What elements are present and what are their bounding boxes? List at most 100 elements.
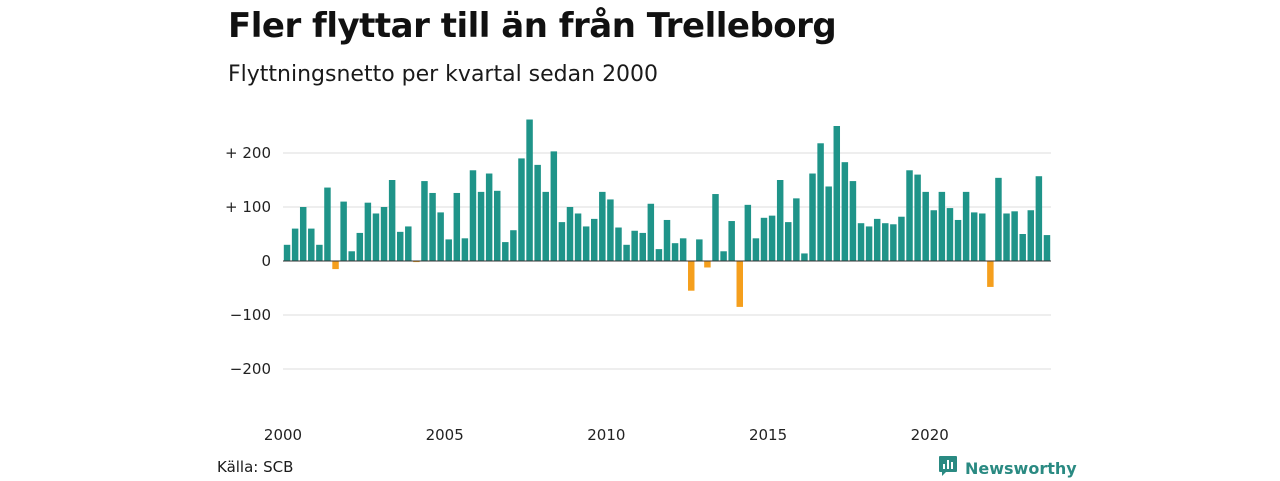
bar <box>574 213 582 261</box>
chart-title: Fler flyttar till än från Trelleborg <box>228 6 837 46</box>
bar <box>801 253 808 261</box>
bar <box>324 187 331 261</box>
bar <box>550 151 558 261</box>
bar <box>882 223 889 261</box>
bar <box>776 180 784 261</box>
x-tick-label: 2005 <box>426 426 464 444</box>
bar <box>1003 213 1010 261</box>
bar <box>890 224 897 261</box>
bar <box>1043 235 1051 261</box>
bar <box>356 232 364 261</box>
bar <box>639 232 646 261</box>
bar <box>445 239 452 261</box>
bar <box>607 199 614 261</box>
bar <box>785 222 792 261</box>
bar <box>696 239 703 261</box>
bar <box>526 119 533 262</box>
bar <box>930 210 938 261</box>
bar <box>793 198 800 261</box>
bar <box>954 219 962 261</box>
bar <box>1019 234 1026 261</box>
bar <box>599 191 606 261</box>
bar <box>461 238 469 261</box>
bar <box>809 173 816 261</box>
bar <box>308 228 315 261</box>
bar <box>768 215 776 261</box>
bar <box>510 230 517 261</box>
bar <box>469 170 477 261</box>
bar <box>283 244 291 261</box>
bar <box>413 261 420 263</box>
bar <box>534 164 541 261</box>
bar <box>679 238 687 261</box>
bar <box>688 261 695 291</box>
bar <box>453 192 461 261</box>
bar <box>728 221 735 261</box>
x-tick-label: 2000 <box>264 426 302 444</box>
bar <box>348 251 355 261</box>
x-tick-label: 2010 <box>587 426 625 444</box>
bar <box>849 181 857 261</box>
bar <box>372 213 380 261</box>
bar <box>485 173 493 261</box>
bar <box>736 261 743 307</box>
chart-subtitle: Flyttningsnetto per kvartal sedan 2000 <box>228 62 659 87</box>
x-tick-label: 2020 <box>911 426 949 444</box>
bar <box>647 203 655 261</box>
bar <box>825 186 832 261</box>
bar <box>396 231 404 261</box>
bar <box>833 126 841 261</box>
bar <box>898 216 905 261</box>
bar <box>364 202 372 261</box>
bar <box>865 226 873 261</box>
bar <box>591 218 598 261</box>
bar <box>566 207 574 261</box>
bar <box>518 158 525 261</box>
bar <box>712 194 719 261</box>
bar <box>299 207 307 261</box>
bar <box>914 174 921 261</box>
newsworthy-icon <box>938 455 958 481</box>
bar <box>671 243 679 261</box>
y-tick-label: + 200 <box>225 144 271 162</box>
bar <box>906 170 913 261</box>
bar <box>987 261 994 287</box>
bar <box>744 204 752 261</box>
bar <box>332 261 339 270</box>
bar <box>558 222 566 261</box>
bar <box>291 228 299 261</box>
bar <box>380 207 388 261</box>
bar <box>340 201 347 261</box>
y-tick-label: −200 <box>230 360 271 378</box>
bar <box>938 191 946 261</box>
y-tick-label: + 100 <box>225 198 271 216</box>
bar <box>615 227 622 261</box>
bar <box>663 219 671 261</box>
bar <box>655 249 663 261</box>
bar <box>962 191 970 261</box>
source-note: Källa: SCB <box>217 458 294 476</box>
bar <box>760 217 768 261</box>
bar <box>922 191 929 261</box>
bar <box>1035 176 1043 261</box>
bar <box>979 213 986 261</box>
bar <box>582 226 590 261</box>
bar <box>720 251 727 261</box>
bar <box>405 226 412 261</box>
y-tick-label: 0 <box>261 252 271 270</box>
bar <box>421 181 428 261</box>
bar <box>493 190 501 261</box>
bar <box>388 180 396 261</box>
x-tick-label: 2015 <box>749 426 787 444</box>
bar <box>623 244 630 261</box>
bar <box>857 223 865 261</box>
bar <box>437 212 444 261</box>
bar <box>477 191 485 261</box>
bar <box>752 238 760 261</box>
bar <box>817 143 824 261</box>
bar <box>542 191 549 261</box>
brand-logo[interactable]: Newsworthy <box>938 455 1077 481</box>
brand-name: Newsworthy <box>965 458 1077 478</box>
bar <box>995 177 1002 261</box>
